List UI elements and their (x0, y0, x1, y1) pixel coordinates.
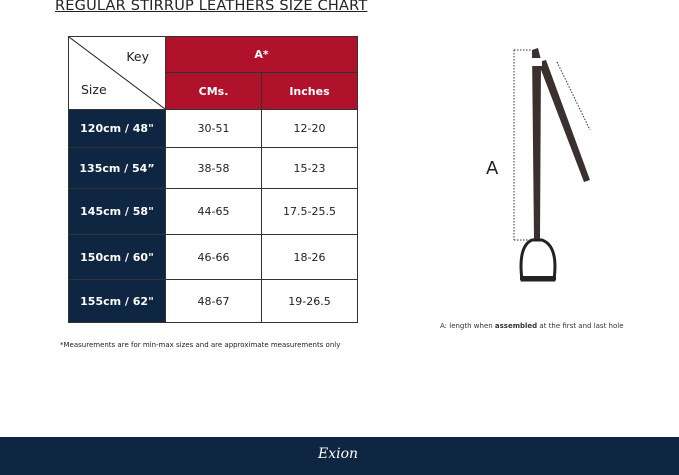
col-header-cms: CMs. (165, 72, 262, 110)
table-row: 155cm / 62" 48-67 19-26.5 (68, 279, 358, 323)
footer-bar (0, 437, 679, 475)
cms-cell: 48-67 (165, 279, 262, 323)
table-row: 150cm / 60" 46-66 18-26 (68, 234, 358, 280)
measurement-note: *Measurements are for min-max sizes and … (60, 341, 341, 349)
size-label: Size (81, 82, 107, 97)
inches-cell: 19-26.5 (261, 279, 358, 323)
size-cell: 120cm / 48" (68, 109, 166, 148)
table-row: 135cm / 54” 38-58 15-23 (68, 147, 358, 189)
brand-logo: Exion (318, 446, 359, 462)
cms-cell: 46-66 (165, 234, 262, 280)
caption-bold: assembled (494, 322, 538, 330)
caption-text-end: at the first and last hole (537, 322, 624, 330)
inches-cell: 17.5-25.5 (261, 188, 358, 235)
key-label: Key (126, 49, 149, 64)
size-cell: 145cm / 58" (68, 188, 166, 235)
inches-cell: 18-26 (261, 234, 358, 280)
inches-cell: 12-20 (261, 109, 358, 148)
table-row: 145cm / 58" 44-65 17.5-25.5 (68, 188, 358, 235)
caption-text: A: length when (440, 322, 495, 330)
size-cell: 155cm / 62" (68, 279, 166, 323)
inches-cell: 15-23 (261, 147, 358, 189)
page-title: REGULAR STIRRUP LEATHERS SIZE CHART (55, 0, 368, 14)
cms-cell: 30-51 (165, 109, 262, 148)
key-size-corner: Key Size (68, 36, 166, 110)
size-chart-table: Key Size A* CMs. Inches 120cm / 48" 30-51… (68, 36, 358, 323)
size-cell: 150cm / 60" (68, 234, 166, 280)
size-cell: 135cm / 54” (68, 147, 166, 189)
cms-cell: 38-58 (165, 147, 262, 189)
dimension-label-a: A (486, 158, 499, 179)
stirrup-leather-diagram (513, 48, 591, 282)
diagram-caption: A: length when assembled at the first an… (440, 322, 624, 330)
cms-cell: 44-65 (165, 188, 262, 235)
col-header-inches: Inches (261, 72, 358, 110)
group-header: A* (165, 36, 358, 73)
table-row: 120cm / 48" 30-51 12-20 (68, 109, 358, 148)
